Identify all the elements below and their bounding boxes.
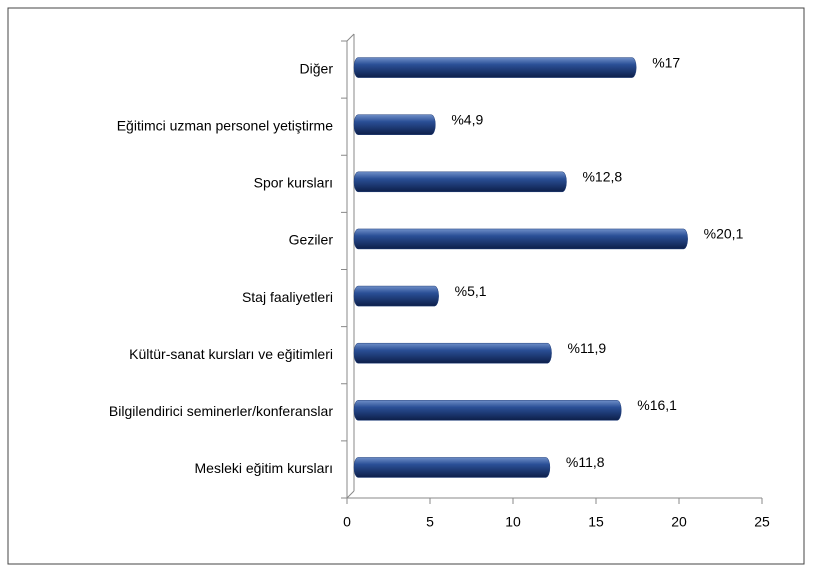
y-tick-label: Staj faaliyetleri bbox=[242, 289, 333, 305]
data-label: %16,1 bbox=[637, 397, 677, 413]
y-tick-label: Bilgilendirici seminerler/konferanslar bbox=[109, 403, 333, 419]
data-label: %12,8 bbox=[582, 169, 622, 185]
x-tick-label: 15 bbox=[588, 514, 604, 530]
data-label: %5,1 bbox=[455, 283, 487, 299]
bar bbox=[353, 57, 637, 78]
bar bbox=[353, 400, 622, 421]
depth-line bbox=[346, 490, 355, 499]
bar bbox=[353, 228, 688, 250]
x-tick-label: 25 bbox=[754, 514, 770, 530]
data-label: %4,9 bbox=[451, 111, 483, 127]
data-label: %17 bbox=[652, 54, 680, 70]
y-tick-label: Diğer bbox=[300, 60, 334, 76]
data-label: %11,8 bbox=[566, 454, 605, 470]
y-tick-label: Kültür-sanat kursları ve eğitimleri bbox=[129, 346, 333, 362]
y-tick-label: Eğitimci uzman personel yetiştirme bbox=[117, 117, 334, 133]
bar bbox=[353, 342, 552, 364]
x-tick-label: 20 bbox=[671, 514, 687, 530]
x-tick-label: 0 bbox=[343, 514, 351, 530]
y-tick-label: Mesleki eğitim kursları bbox=[195, 460, 333, 476]
data-label: %20,1 bbox=[704, 226, 744, 242]
depth-line bbox=[346, 33, 355, 42]
bar bbox=[353, 114, 436, 135]
x-tick-label: 10 bbox=[505, 514, 521, 530]
bar bbox=[353, 171, 567, 193]
data-label: %11,9 bbox=[568, 340, 607, 356]
y-tick-label: Geziler bbox=[289, 232, 334, 248]
bar bbox=[353, 285, 439, 307]
bar bbox=[353, 457, 551, 478]
x-tick-label: 5 bbox=[426, 514, 434, 530]
y-tick-label: Spor kursları bbox=[254, 175, 333, 191]
